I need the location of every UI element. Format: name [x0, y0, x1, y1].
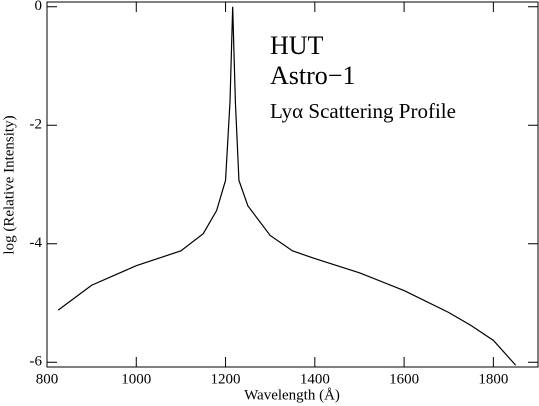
x-tick-label: 800: [36, 371, 59, 387]
y-tick-label: -6: [30, 354, 43, 370]
y-axis-label: log (Relative Intensity): [1, 115, 17, 254]
annotation: Astro−1: [270, 61, 355, 90]
line: [57, 6, 517, 366]
y-tick-label: -2: [30, 117, 43, 133]
x-axis-label: Wavelength (Å): [244, 387, 340, 403]
plot-frame: [46, 1, 539, 368]
annotation: HUT: [270, 31, 324, 60]
y-tick-label: -4: [30, 235, 43, 251]
x-tick-label: 1600: [389, 371, 419, 387]
x-tick-label: 1400: [300, 371, 330, 387]
x-tick-label: 1800: [478, 371, 508, 387]
annotation: Lyα Scattering Profile: [270, 99, 456, 123]
x-tick-label: 1000: [121, 371, 151, 387]
x-tick-label: 1200: [211, 371, 241, 387]
y-tick-label: 0: [35, 0, 43, 14]
